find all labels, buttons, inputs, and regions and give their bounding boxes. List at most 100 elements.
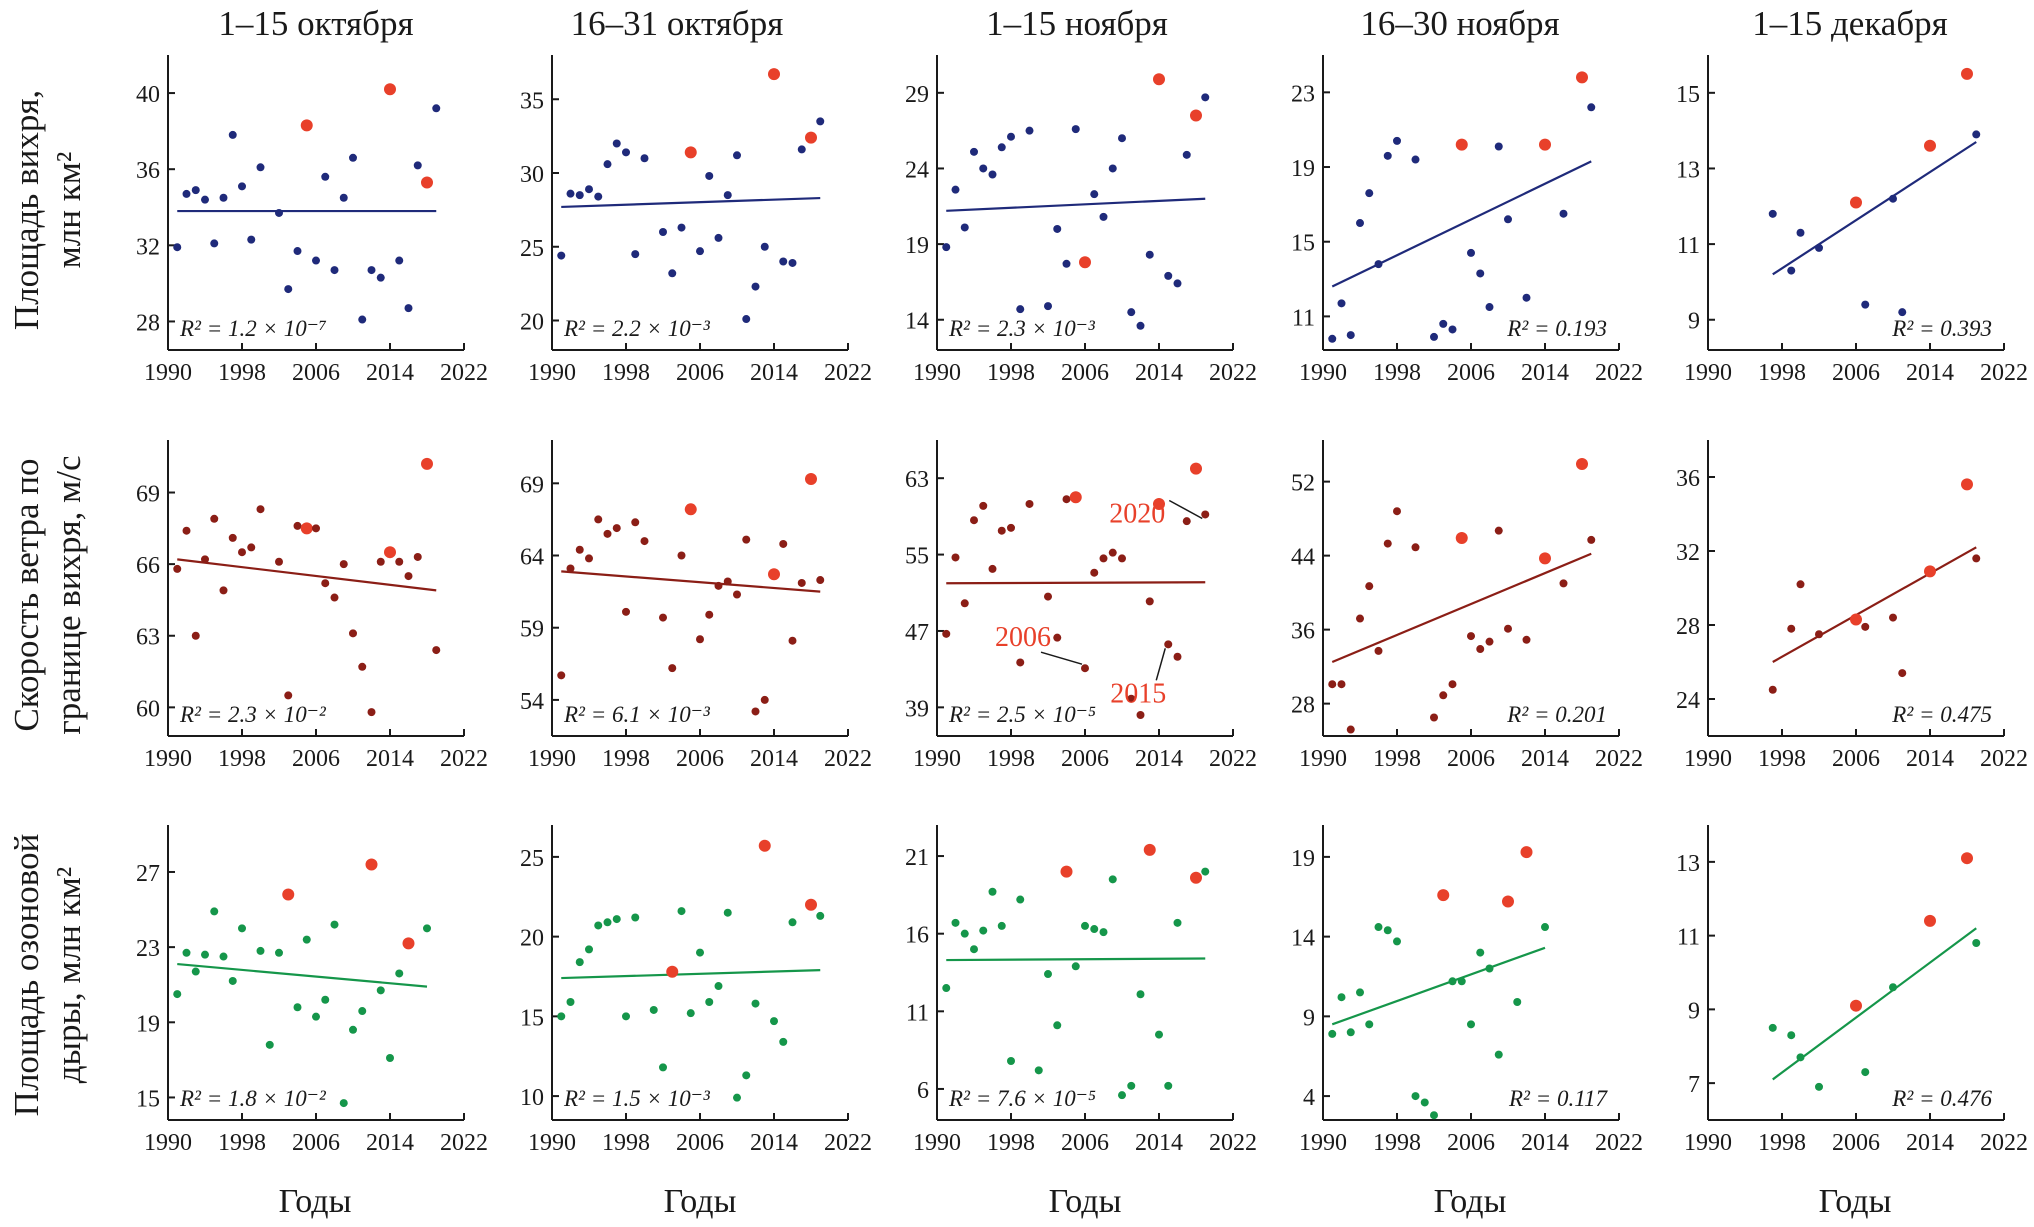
y-tick-label-r3c5-11: 11: [1677, 925, 1700, 951]
data-point-r1c3-2019: [1201, 93, 1210, 102]
data-point-r2c2-2008: [714, 581, 723, 590]
highlight-point-r3c4-2003: [1437, 889, 1450, 902]
data-point-r2c1-2009: [339, 560, 348, 569]
data-point-r3c1-1997: [228, 976, 237, 985]
data-point-r3c2-2006: [696, 948, 704, 957]
data-point-r3c4-1996: [1374, 923, 1383, 932]
data-point-r3c3-2006: [1081, 921, 1089, 930]
y-tick-label-r2c5-32: 32: [1676, 540, 1700, 566]
highlight-point-r3c4-2012: [1520, 846, 1533, 859]
data-point-r2c4-2008: [1485, 637, 1494, 646]
data-point-r3c2-1993: [575, 958, 584, 967]
highlight-point-r1c5-2014: [1924, 139, 1936, 152]
data-point-r2c5-2002: [1815, 630, 1823, 639]
data-point-r2c2-2012: [751, 707, 760, 716]
data-point-r1c4-1993: [1346, 331, 1355, 340]
highlight-point-r3c1-2003: [282, 888, 295, 901]
x-tick-label-r3c4-2022: 2022: [1595, 1130, 1643, 1156]
data-point-r2c3-2019: [1201, 510, 1210, 519]
data-point-r1c4-2006: [1467, 248, 1475, 257]
data-point-r3c3-2016: [1173, 918, 1182, 927]
data-point-r3c1-2018: [423, 924, 431, 933]
highlight-point-r1c4-2005: [1455, 138, 1468, 151]
x-tick-label-r3c4-2014: 2014: [1521, 1130, 1569, 1156]
data-point-r3c4-2008: [1485, 964, 1494, 973]
annotation-2020: 2020: [1109, 498, 1165, 529]
data-point-r1c5-1997: [1768, 209, 1777, 218]
column-title-nov-16-30: 16–30 ноября: [1360, 4, 1559, 43]
data-point-r3c2-2009: [723, 908, 732, 917]
data-point-r1c1-2010: [349, 153, 357, 162]
x-tick-label-r2c3-2014: 2014: [1135, 746, 1183, 772]
data-point-r1c3-1996: [988, 170, 997, 179]
x-tick-label-r3c5-1990: 1990: [1684, 1130, 1732, 1156]
x-tick-label-r2c1-1998: 1998: [218, 746, 266, 772]
y-tick-label-r2c4-28: 28: [1291, 693, 1315, 719]
data-point-r3c5-2007: [1861, 1068, 1870, 1077]
data-point-r2c1-1993: [191, 631, 200, 640]
trend-line-r2c5: [1772, 546, 1977, 663]
highlight-point-r1c1-2018: [421, 176, 433, 189]
row2-label-line1: Скорость ветра по: [7, 458, 46, 731]
data-point-r1c2-1994: [585, 185, 593, 194]
data-point-r1c1-1995: [210, 239, 219, 248]
r2-label-r3c5: R² = 0.476: [1891, 1086, 1992, 1111]
data-point-r2c3-2006: [1081, 664, 1089, 673]
data-point-r2c4-1992: [1337, 680, 1346, 689]
data-point-r1c2-1996: [603, 160, 612, 169]
data-point-r3c1-2002: [275, 948, 283, 957]
data-point-r3c1-2015: [395, 969, 404, 978]
data-point-r3c3-2005: [1071, 962, 1080, 971]
row1-label-line1: Площадь вихря,: [7, 90, 46, 330]
data-point-r3c4-1995: [1365, 1020, 1374, 1029]
x-tick-label-r2c5-2006: 2006: [1832, 746, 1880, 772]
x-tick-label-r3c2-2022: 2022: [824, 1130, 872, 1156]
x-tick-label-r2c4-1998: 1998: [1373, 746, 1421, 772]
y-tick-label-r3c4-14: 14: [1291, 926, 1315, 952]
xlabel-col5: Годы: [1819, 1183, 1892, 1220]
column-titles: 1–15 октября 16–31 октября 1–15 ноября 1…: [218, 4, 1947, 43]
data-point-r2c1-1997: [228, 533, 237, 542]
data-point-r3c2-1996: [603, 918, 612, 927]
highlight-point-r3c1-2016: [402, 937, 415, 950]
data-point-r3c1-2004: [293, 1003, 302, 1012]
y-tick-label-r2c3-39: 39: [905, 696, 929, 722]
data-point-r2c3-2008: [1099, 554, 1108, 563]
x-tick-label-r3c4-1990: 1990: [1299, 1130, 1347, 1156]
data-point-r3c4-2014: [1541, 923, 1549, 932]
data-point-r1c4-2010: [1504, 215, 1512, 224]
x-tick-label-r2c4-2022: 2022: [1595, 746, 1643, 772]
r2-label-r3c3: R² = 7.6 × 10⁻⁵: [948, 1086, 1096, 1111]
data-point-r2c4-2002: [1430, 713, 1438, 722]
data-point-r2c1-2006: [312, 524, 320, 533]
data-point-r3c3-2019: [1201, 867, 1210, 876]
data-point-r3c5-2019: [1972, 939, 1981, 947]
data-point-r1c2-2010: [733, 151, 741, 160]
data-point-r3c1-1996: [219, 952, 228, 961]
x-tick-label-r3c5-1998: 1998: [1758, 1130, 1806, 1156]
highlight-point-r2c4-2005: [1455, 532, 1468, 545]
data-point-r1c3-2000: [1025, 126, 1034, 135]
r2-label-r3c2: R² = 1.5 × 10⁻³: [563, 1086, 711, 1111]
trend-line-r1c4: [1331, 160, 1592, 288]
data-point-r3c4-1993: [1346, 1028, 1355, 1037]
y-tick-label-r1c2-35: 35: [520, 88, 544, 114]
data-point-r2c2-2016: [788, 636, 797, 645]
highlight-point-r1c1-2014: [384, 83, 396, 96]
highlight-point-r1c2-2005: [684, 146, 697, 159]
panel-r3c4: 4 9 14 19 1990 1998 2006 2014 2022 R² = 0.117: [1291, 825, 1643, 1156]
data-point-r3c2-2011: [742, 1071, 751, 1080]
data-point-r2c4-1993: [1346, 725, 1355, 734]
y-tick-label-r2c3-55: 55: [905, 544, 929, 570]
data-point-r3c2-2007: [705, 998, 714, 1006]
data-point-r1c3-2012: [1136, 321, 1145, 330]
highlight-point-r1c4-2014: [1539, 138, 1551, 151]
data-point-r1c4-1994: [1356, 219, 1364, 228]
x-tick-label-r3c1-2006: 2006: [292, 1130, 340, 1156]
y-tick-label-r3c3-21: 21: [905, 845, 929, 871]
trend-line-r2c1: [177, 558, 437, 592]
data-point-r2c2-1997: [612, 524, 621, 533]
data-point-r1c3-1999: [1016, 305, 1025, 314]
panel-r2c2: 54 59 64 69 1990 1998 2006 2014 2022 R² = 6.1 × 1…: [520, 440, 872, 772]
data-point-r3c4-2007: [1476, 948, 1485, 957]
